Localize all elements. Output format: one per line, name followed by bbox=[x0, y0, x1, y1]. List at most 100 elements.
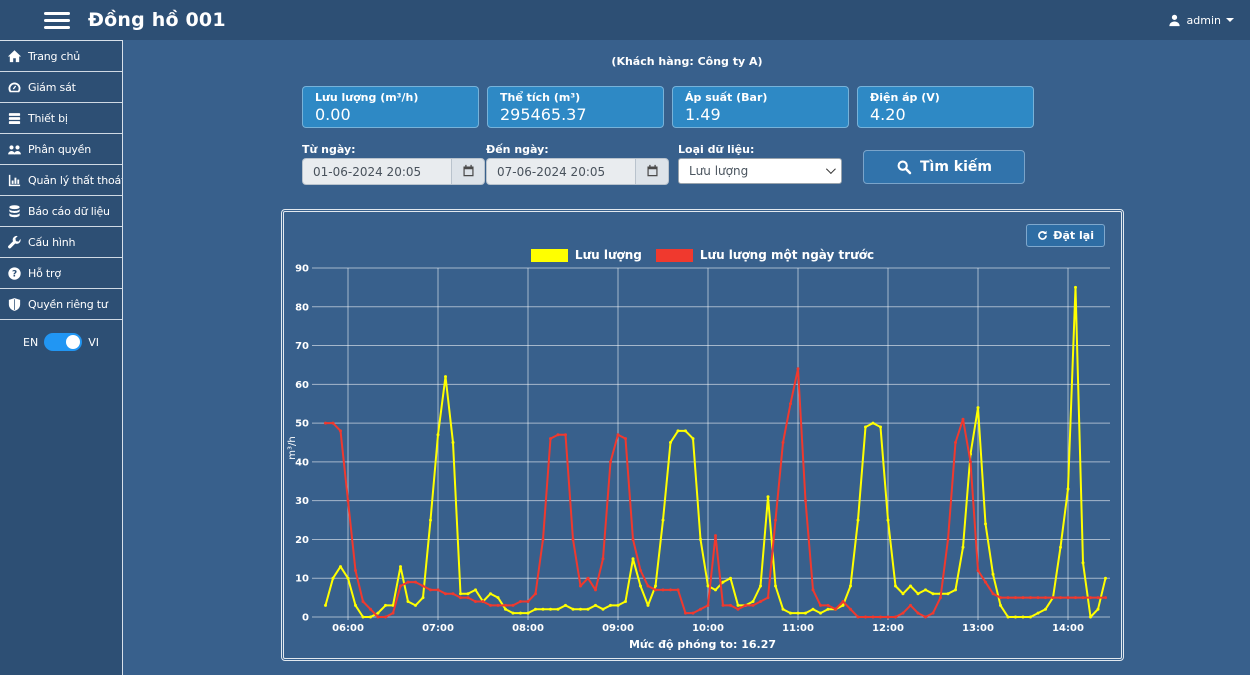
flow-chart-svg[interactable]: 0 10 20 30 40 50 60 70 80 90 06:00 07:00 08:00 09:00 1… bbox=[287, 261, 1117, 635]
wrench-icon bbox=[7, 235, 22, 250]
data-point bbox=[534, 607, 537, 611]
data-point bbox=[691, 437, 695, 441]
data-point bbox=[474, 600, 477, 603]
data-point bbox=[1066, 487, 1070, 491]
data-point bbox=[331, 576, 335, 580]
data-point bbox=[894, 584, 897, 588]
search-button[interactable]: Tìm kiếm bbox=[863, 150, 1025, 184]
data-point bbox=[909, 603, 912, 607]
data-point bbox=[991, 572, 995, 576]
sidebar-item-devices[interactable]: Thiết bị bbox=[0, 103, 122, 134]
sidebar-item-label: Cấu hình bbox=[28, 235, 76, 249]
data-point bbox=[601, 607, 605, 611]
data-point bbox=[406, 580, 410, 584]
sidebar-item-data-report[interactable]: Báo cáo dữ liệu bbox=[0, 196, 122, 227]
data-point bbox=[436, 588, 440, 592]
data-point bbox=[1089, 596, 1092, 600]
to-calendar-button[interactable] bbox=[635, 158, 669, 185]
data-point bbox=[1014, 615, 1017, 619]
data-point bbox=[466, 596, 470, 600]
svg-text:?: ? bbox=[12, 269, 17, 279]
language-row: EN VI bbox=[0, 333, 122, 351]
data-point bbox=[421, 584, 425, 588]
data-point bbox=[519, 600, 522, 603]
stat-card-value: 4.20 bbox=[870, 105, 906, 124]
hamburger-menu-icon[interactable] bbox=[44, 11, 70, 29]
data-point bbox=[496, 603, 500, 607]
reset-button[interactable]: Đặt lại bbox=[1026, 224, 1105, 247]
data-point bbox=[789, 402, 792, 406]
data-point bbox=[346, 576, 350, 580]
data-point bbox=[819, 611, 822, 615]
from-date-group bbox=[302, 158, 485, 185]
data-point bbox=[826, 607, 830, 611]
data-point bbox=[631, 537, 635, 541]
legend-swatch bbox=[530, 248, 568, 262]
from-date-input[interactable] bbox=[302, 158, 451, 185]
y-tick-label: 20 bbox=[295, 535, 309, 546]
data-point bbox=[609, 460, 612, 464]
data-point bbox=[916, 592, 920, 596]
data-point bbox=[414, 580, 417, 584]
stat-card-voltage: Điện áp (V) 4.20 bbox=[857, 86, 1034, 128]
data-point bbox=[1081, 561, 1085, 565]
data-point bbox=[459, 596, 462, 600]
data-point bbox=[871, 615, 875, 619]
shield-icon bbox=[7, 297, 22, 312]
data-point bbox=[444, 375, 447, 379]
sidebar-item-support[interactable]: ? Hỗ trợ bbox=[0, 258, 122, 289]
y-tick-label: 70 bbox=[295, 341, 309, 352]
lang-vi-label: VI bbox=[88, 335, 99, 349]
topbar: Đồng hồ 001 admin bbox=[0, 0, 1250, 40]
sidebar-item-configuration[interactable]: Cấu hình bbox=[0, 227, 122, 258]
data-point bbox=[444, 592, 447, 596]
data-point bbox=[841, 603, 845, 607]
data-point bbox=[324, 603, 327, 607]
data-point bbox=[571, 607, 575, 611]
data-type-label: Loại dữ liệu: bbox=[678, 143, 755, 156]
data-point bbox=[1021, 596, 1025, 600]
chevron-down-icon bbox=[1226, 18, 1234, 26]
sidebar-item-loss-management[interactable]: Quản lý thất thoát bbox=[0, 165, 122, 196]
list-icon bbox=[7, 111, 22, 126]
reset-button-label: Đặt lại bbox=[1053, 229, 1094, 242]
data-type-select[interactable]: Lưu lượng bbox=[678, 158, 842, 184]
data-point bbox=[429, 518, 432, 522]
sidebar-item-privacy[interactable]: Quyền riêng tư bbox=[0, 289, 122, 320]
data-point bbox=[586, 607, 590, 611]
data-point bbox=[339, 565, 342, 569]
sidebar-item-monitoring[interactable]: Giám sát bbox=[0, 72, 122, 103]
y-tick-label: 40 bbox=[295, 457, 309, 468]
data-point bbox=[571, 537, 575, 541]
data-point bbox=[1059, 545, 1062, 549]
data-point bbox=[361, 600, 365, 603]
data-point bbox=[744, 603, 747, 607]
to-date-input[interactable] bbox=[486, 158, 635, 185]
data-point bbox=[1036, 596, 1040, 600]
data-point bbox=[871, 421, 875, 425]
data-point bbox=[879, 425, 882, 429]
y-tick-label: 60 bbox=[295, 380, 309, 391]
data-point bbox=[946, 537, 950, 541]
data-point bbox=[654, 588, 657, 592]
data-point bbox=[774, 518, 777, 522]
user-menu[interactable]: admin bbox=[1167, 0, 1234, 40]
data-point bbox=[496, 596, 500, 600]
sidebar-item-home[interactable]: Trang chủ bbox=[0, 41, 122, 72]
data-point bbox=[616, 433, 620, 437]
from-calendar-button[interactable] bbox=[451, 158, 485, 185]
x-tick-label: 06:00 bbox=[332, 623, 364, 634]
legend-label: Lưu lượng một ngày trước bbox=[699, 248, 875, 262]
sidebar-item-permissions[interactable]: Phân quyền bbox=[0, 134, 122, 165]
data-point bbox=[541, 537, 545, 541]
stat-cards-row: Lưu lượng (m³/h) 0.00 Thể tích (m³) 295465.… bbox=[302, 86, 1034, 128]
data-point bbox=[684, 611, 687, 615]
language-toggle[interactable] bbox=[44, 333, 83, 351]
data-point bbox=[699, 607, 702, 611]
data-point bbox=[1029, 615, 1032, 619]
x-tick-label: 09:00 bbox=[602, 623, 634, 634]
data-point bbox=[669, 588, 672, 592]
data-point bbox=[324, 421, 327, 425]
data-point bbox=[519, 611, 522, 615]
